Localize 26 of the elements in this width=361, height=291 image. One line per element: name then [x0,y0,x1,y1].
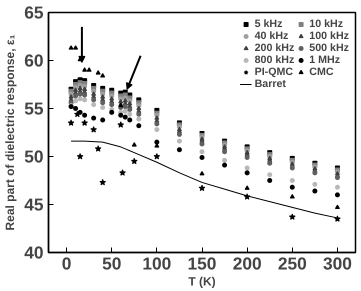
y-tick-label: 40 [24,242,44,262]
x-axis-title: T (K) [188,274,216,288]
y-tick-label: 65 [24,2,44,22]
legend-label: 40 kHz [254,30,288,42]
x-tick-label: 0 [62,254,72,274]
x-tick-label: 150 [188,254,216,274]
legend-label: 800 kHz [254,54,294,66]
legend-label: 1 MHz [309,54,340,66]
x-tick-label: 200 [232,254,262,274]
y-tick-label: 45 [24,194,44,214]
legend-label: 200 kHz [254,42,294,54]
legend-label: 100 kHz [309,30,349,42]
x-tick-label: 300 [322,254,352,274]
legend-label: 5 kHz [254,18,282,30]
legend-label: Barret [254,78,286,90]
y-axis-title: Real part of dielectric response, ε₁ [3,34,18,231]
legend-label: 10 kHz [309,18,344,30]
y-tick-label: 60 [24,50,44,70]
y-tick-label: 50 [24,146,44,166]
x-tick-label: 50 [102,254,122,274]
x-tick-label: 100 [142,254,172,274]
legend-label: 500 kHz [309,42,349,54]
x-tick-label: 250 [278,254,307,274]
y-tick-label: 55 [24,98,44,118]
legend-label: PI-QMC [254,66,294,78]
legend-label: CMC [309,66,334,78]
